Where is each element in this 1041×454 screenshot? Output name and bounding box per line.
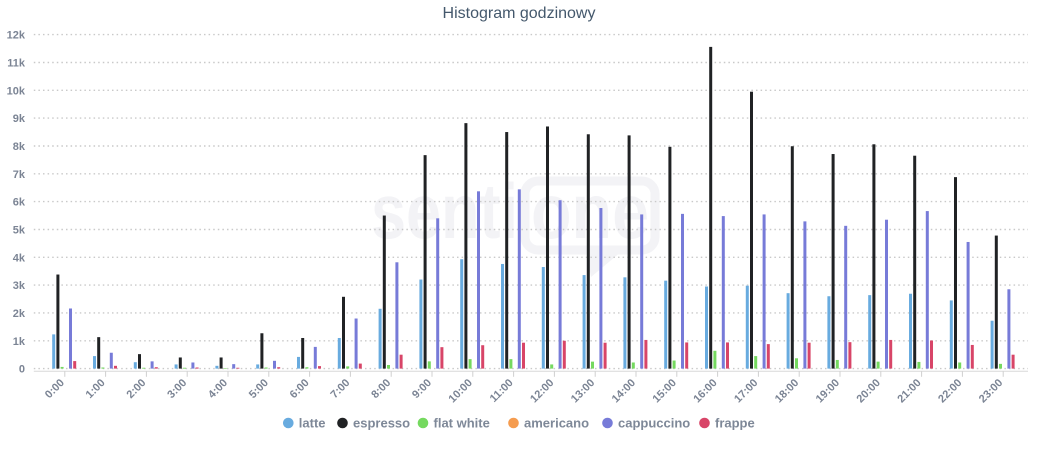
svg-text:13:00: 13:00 — [569, 377, 597, 405]
svg-text:9k: 9k — [13, 113, 26, 125]
svg-text:22:00: 22:00 — [936, 377, 964, 405]
svg-text:17:00: 17:00 — [732, 377, 760, 405]
svg-text:14:00: 14:00 — [610, 377, 638, 405]
svg-text:flat white: flat white — [434, 416, 490, 431]
svg-text:1:00: 1:00 — [84, 377, 108, 401]
svg-text:7k: 7k — [13, 169, 26, 181]
svg-text:4k: 4k — [13, 252, 26, 264]
svg-text:15:00: 15:00 — [651, 377, 679, 405]
svg-text:6:00: 6:00 — [288, 377, 312, 401]
svg-text:11k: 11k — [7, 58, 26, 70]
svg-text:4:00: 4:00 — [206, 377, 230, 401]
svg-text:10k: 10k — [7, 85, 26, 97]
svg-text:senti: senti — [371, 167, 518, 255]
svg-text:0:00: 0:00 — [43, 377, 67, 401]
svg-text:espresso: espresso — [353, 416, 410, 431]
svg-text:10:00: 10:00 — [447, 377, 475, 405]
svg-text:latte: latte — [299, 416, 326, 431]
svg-text:frappe: frappe — [715, 416, 755, 431]
svg-text:20:00: 20:00 — [855, 377, 883, 405]
svg-text:3:00: 3:00 — [165, 377, 189, 401]
svg-text:Histogram godzinowy: Histogram godzinowy — [443, 5, 596, 22]
svg-text:1k: 1k — [13, 336, 26, 348]
svg-text:americano: americano — [524, 416, 589, 431]
svg-text:0: 0 — [19, 364, 25, 376]
svg-text:cappuccino: cappuccino — [618, 416, 690, 431]
svg-text:2:00: 2:00 — [124, 377, 148, 401]
svg-text:2k: 2k — [13, 308, 26, 320]
svg-text:18:00: 18:00 — [773, 377, 801, 405]
svg-text:23:00: 23:00 — [977, 377, 1005, 405]
svg-text:16:00: 16:00 — [691, 377, 719, 405]
svg-text:5:00: 5:00 — [247, 377, 271, 401]
svg-text:21:00: 21:00 — [895, 377, 923, 405]
svg-text:11:00: 11:00 — [488, 377, 516, 405]
svg-text:12:00: 12:00 — [528, 377, 556, 405]
svg-text:7:00: 7:00 — [328, 377, 352, 401]
svg-text:3k: 3k — [13, 280, 26, 292]
svg-text:19:00: 19:00 — [814, 377, 842, 405]
svg-text:8k: 8k — [13, 141, 26, 153]
svg-text:12k: 12k — [7, 30, 26, 42]
svg-text:6k: 6k — [13, 197, 26, 209]
svg-text:8:00: 8:00 — [369, 377, 393, 401]
svg-text:9:00: 9:00 — [410, 377, 434, 401]
svg-text:5k: 5k — [13, 225, 26, 237]
